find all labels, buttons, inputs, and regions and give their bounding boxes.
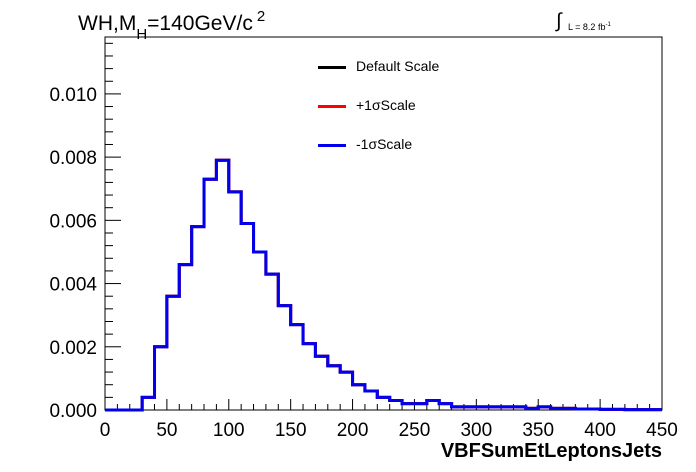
series-line-1: [105, 158, 662, 412]
legend-swatch-minus: [318, 144, 346, 147]
legend-label-default: Default Scale: [356, 58, 440, 74]
integral-symbol: ∫: [556, 10, 562, 32]
plot-title: WH,MH=140GeV/c 2: [78, 8, 265, 43]
title-rest: =140GeV/c: [147, 12, 253, 35]
y-tick-label: 0.008: [49, 148, 97, 169]
x-tick-label: 250: [399, 420, 431, 441]
x-tick-label: 100: [213, 420, 245, 441]
tick-labels: 0 50 100 150 200 250 300 350 400 450 0.000 0.002 0.0…: [49, 85, 677, 441]
x-tick-label: 400: [584, 420, 616, 441]
series-lines: [105, 158, 662, 412]
series-line-2: [105, 158, 662, 412]
series-line-0: [105, 158, 662, 412]
x-tick-label: 300: [460, 420, 492, 441]
y-tick-label: 0.000: [49, 401, 97, 422]
x-tick-label: 50: [156, 420, 177, 441]
x-tick-label: 0: [100, 420, 111, 441]
y-tick-label: 0.010: [49, 85, 97, 106]
legend-swatch-default: [318, 66, 346, 69]
luminosity-text: L = 8.2 fb-1: [568, 22, 611, 32]
x-tick-label: 350: [522, 420, 554, 441]
x-axis-label: VBFSumEtLeptonsJets: [440, 440, 662, 462]
y-tick-label: 0.002: [49, 338, 97, 359]
title-subscript: H: [136, 26, 148, 43]
x-tick-label: 150: [275, 420, 307, 441]
legend-swatch-plus: [318, 105, 346, 108]
x-tick-label: 200: [337, 420, 369, 441]
plot-frame: [104, 36, 663, 411]
y-tick-label: 0.006: [49, 211, 97, 232]
luminosity-value: L = 8.2 fb: [568, 22, 606, 32]
y-tick-label: 0.004: [49, 275, 97, 296]
title-superscript: 2: [256, 8, 266, 25]
luminosity-unit-exponent: -1: [605, 22, 611, 28]
title-main: WH,M: [78, 12, 137, 35]
legend-label-minus: -1σScale: [356, 136, 413, 152]
x-tick-label: 450: [646, 420, 678, 441]
legend-label-plus: +1σScale: [356, 97, 416, 113]
